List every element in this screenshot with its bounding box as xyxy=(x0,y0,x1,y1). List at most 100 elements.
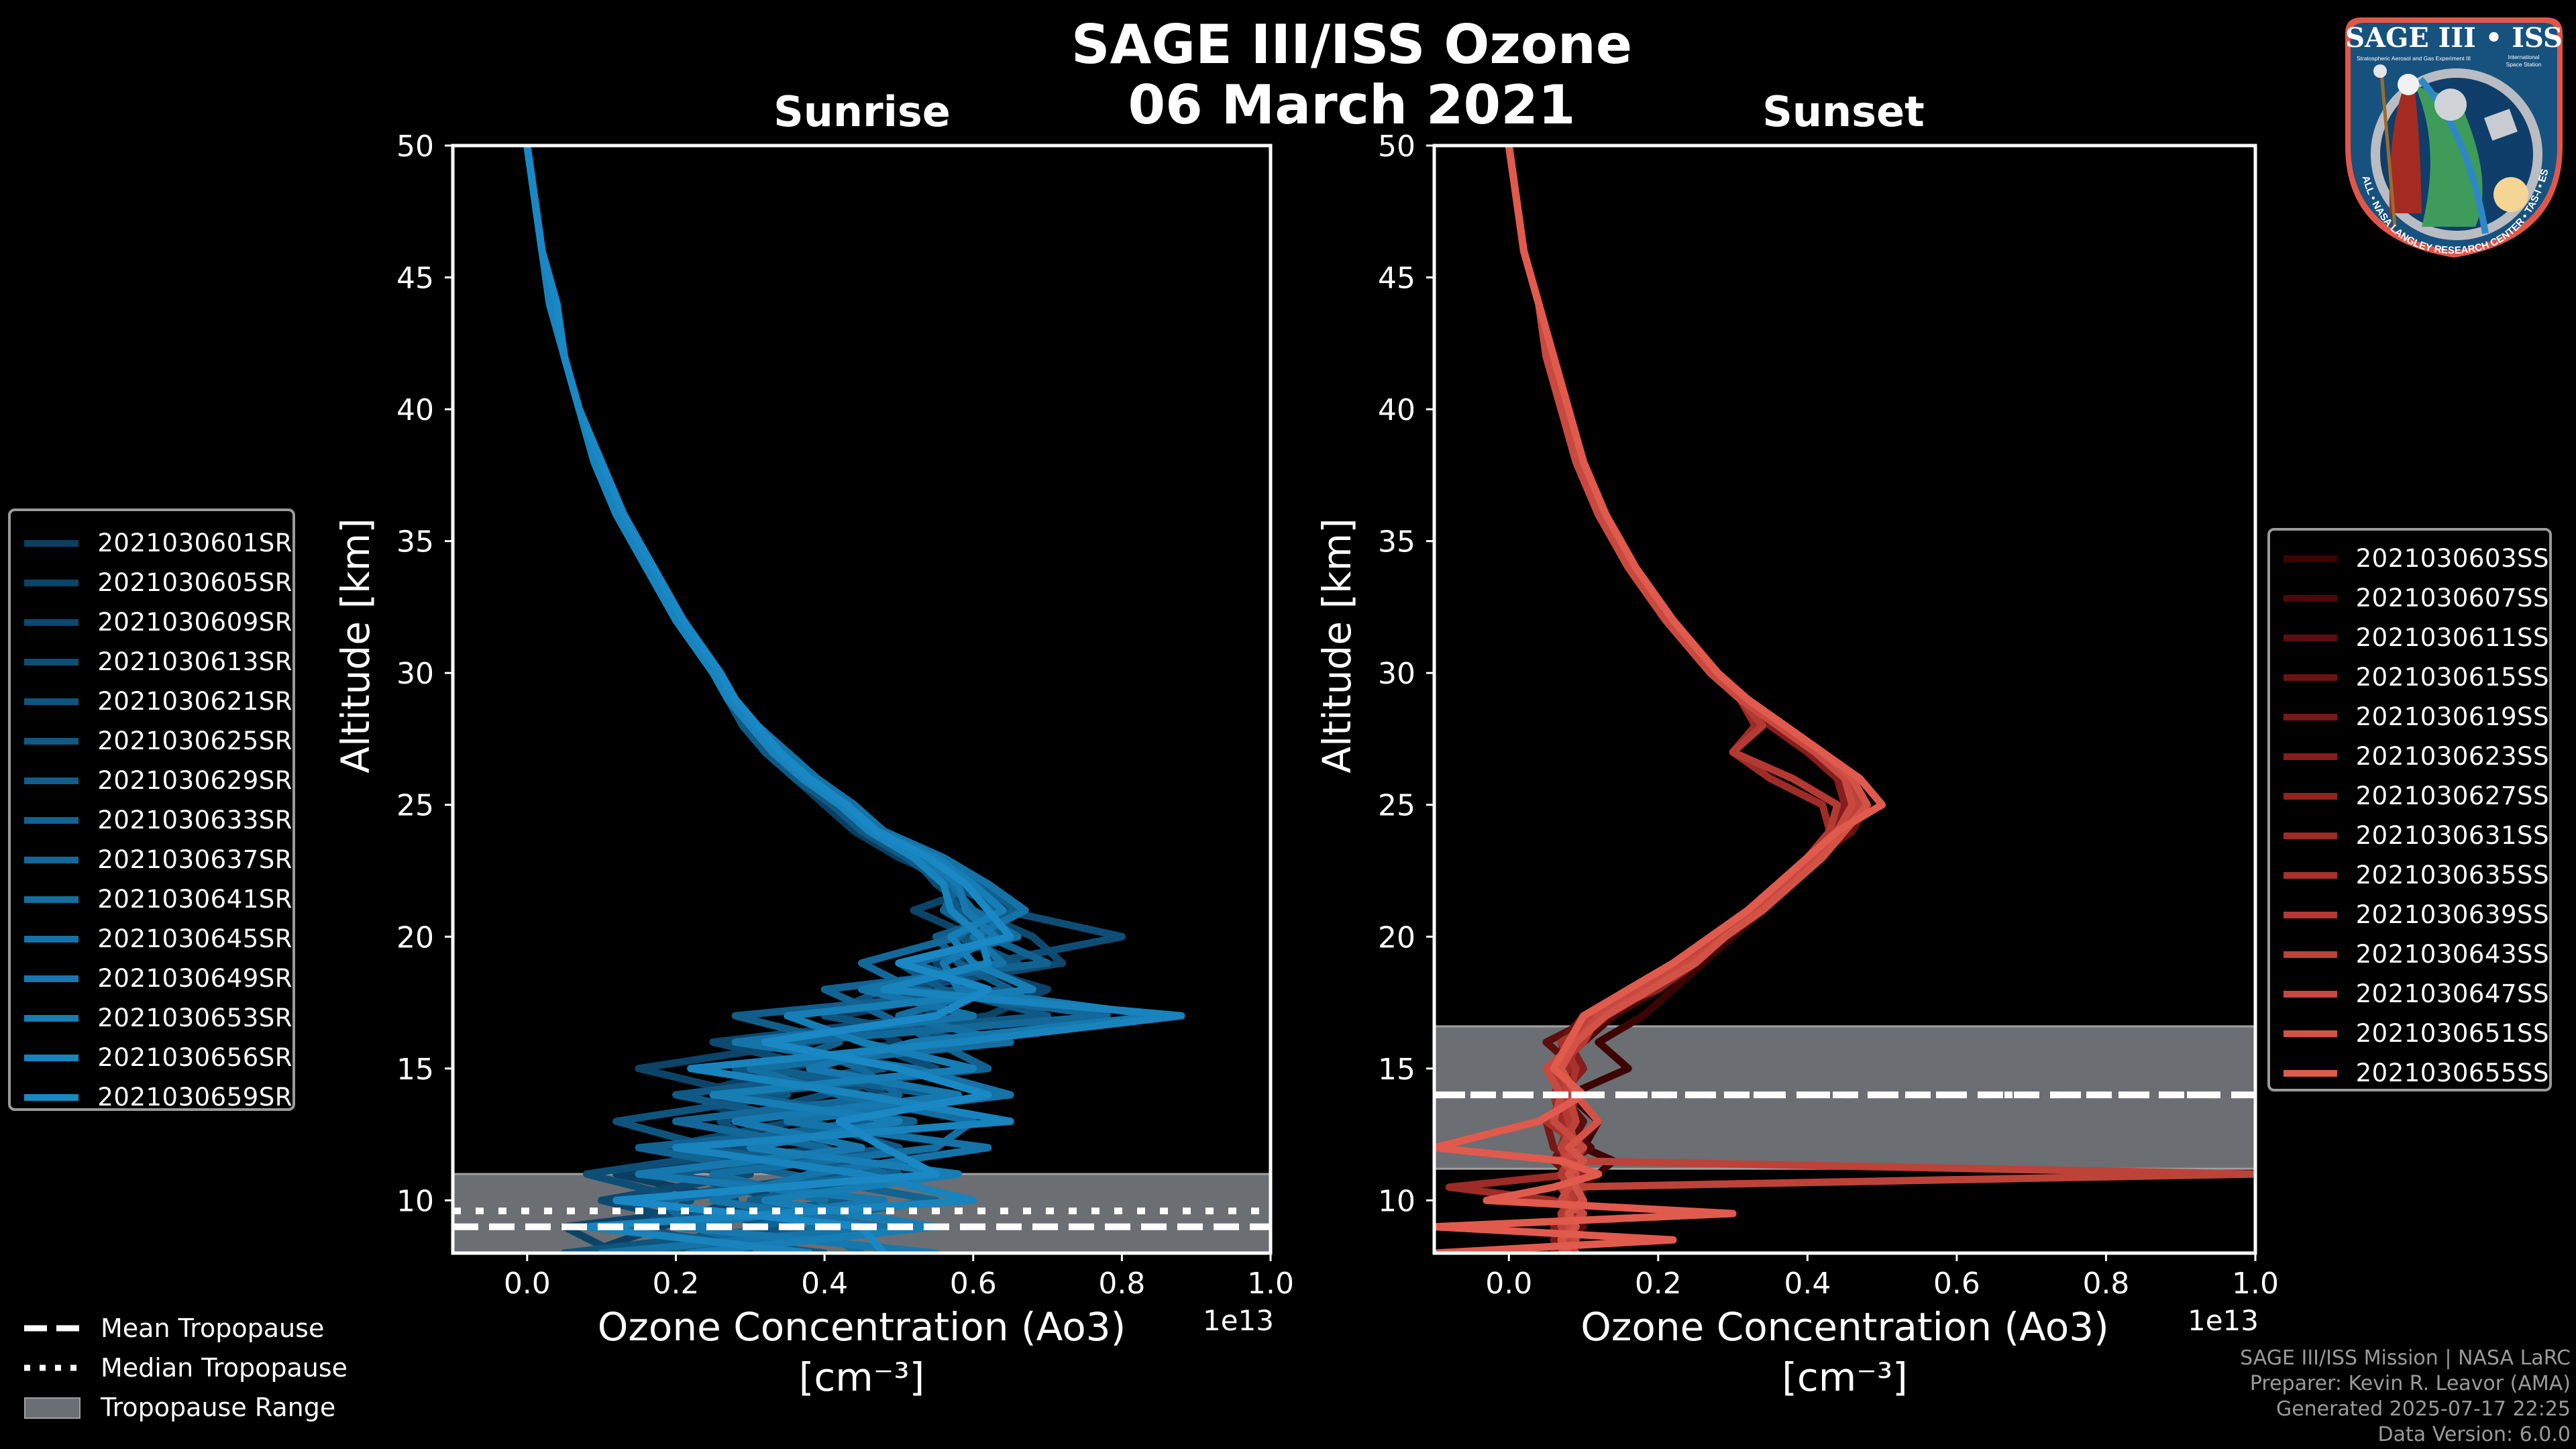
legend-line-swatch xyxy=(2284,1030,2337,1037)
x-tick-label: 0.4 xyxy=(1784,1267,1831,1301)
legend-label: 2021030659SR xyxy=(97,1083,292,1112)
y-tick-label: 30 xyxy=(396,657,434,691)
x-offset-label: 1e13 xyxy=(1203,1304,1274,1337)
legend-label: 2021030653SR xyxy=(97,1004,292,1032)
legend-line-swatch xyxy=(24,1014,79,1022)
legend-line-swatch xyxy=(24,816,79,824)
legend-line-swatch xyxy=(2284,832,2337,839)
y-tick-label: 45 xyxy=(396,262,434,296)
y-tick-label: 30 xyxy=(1378,657,1415,691)
y-tick-label: 20 xyxy=(396,920,434,955)
legend-line-swatch xyxy=(2284,555,2337,562)
credits-preparer: Preparer: Kevin R. Leavor (AMA) xyxy=(2249,1372,2571,1395)
legend-entry: 2021030643SS xyxy=(2270,934,2549,974)
x-axis-label: Ozone Concentration (Ao3) xyxy=(1580,1304,2109,1350)
legend-line-swatch xyxy=(24,896,79,903)
legend-label: 2021030621SR xyxy=(97,687,292,716)
legend-entry: 2021030637SR xyxy=(11,840,292,879)
legend-entry: 2021030611SS xyxy=(2270,618,2549,657)
legend-entry: 2021030601SR xyxy=(11,523,292,563)
sunrise-axes: 10 15 20 25 30 35 40 45 50 0.0 0.2 0.4 0.6 0.8 1.01e13… xyxy=(333,129,1294,1400)
legend-label: 2021030633SR xyxy=(97,806,292,835)
range-patch-swatch xyxy=(24,1397,80,1419)
legend-label: 2021030605SR xyxy=(97,568,292,597)
x-tick-label: 0.4 xyxy=(801,1267,848,1301)
sunset-axes-frame xyxy=(1432,144,2257,1255)
legend-label: 2021030637SR xyxy=(97,845,292,874)
figure-title-line1: SAGE III/ISS Ozone xyxy=(1071,13,1633,76)
legend-line-swatch xyxy=(2284,990,2337,998)
logo-subtitle-right-1: International xyxy=(2508,54,2540,60)
y-tick-label: 40 xyxy=(1378,393,1415,427)
y-tick-label: 15 xyxy=(1378,1053,1415,1087)
legend-entry: 2021030625SR xyxy=(11,721,292,761)
legend-label: 2021030645SR xyxy=(97,924,292,953)
x-axis-units: [cm⁻³] xyxy=(799,1354,925,1400)
x-tick-label: 0.8 xyxy=(1098,1267,1145,1301)
legend-line-swatch xyxy=(24,1054,79,1061)
sunrise-axes-frame xyxy=(451,144,1273,1255)
legend-label: 2021030641SR xyxy=(97,885,292,914)
legend-entry-tropopause-range: Tropopause Range xyxy=(20,1387,347,1427)
credits: SAGE III/ISS Mission | NASA LaRC Prepare… xyxy=(2240,1346,2571,1448)
legend-entry: 2021030629SR xyxy=(11,761,292,800)
y-tick-label: 40 xyxy=(396,393,434,427)
x-tick-label: 0.6 xyxy=(1933,1267,1980,1301)
y-tick-label: 25 xyxy=(396,789,434,823)
legend-entry: 2021030653SR xyxy=(11,998,292,1038)
legend-label: 2021030651SS xyxy=(2355,1019,2549,1048)
x-axis-label: Ozone Concentration (Ao3) xyxy=(598,1304,1126,1350)
sunrise-panel-title: Sunrise xyxy=(773,87,951,136)
x-tick-label: 0.6 xyxy=(950,1267,997,1301)
legend-label: 2021030643SS xyxy=(2355,940,2549,969)
logo-title: SAGE III • ISS xyxy=(2345,22,2563,54)
figure-title: SAGE III/ISS Ozone 06 March 2021 xyxy=(872,15,1831,136)
x-tick-label: 0.8 xyxy=(2082,1267,2129,1301)
legend-line-swatch xyxy=(2284,753,2337,760)
credits-mission: SAGE III/ISS Mission | NASA LaRC xyxy=(2240,1346,2571,1370)
sunset-panel-title: Sunset xyxy=(1762,87,1925,136)
legend-label: 2021030623SS xyxy=(2355,742,2549,771)
legend-line-swatch xyxy=(2284,1069,2337,1077)
legend-entry: 2021030655SS xyxy=(2270,1053,2549,1093)
legend-entry: 2021030621SR xyxy=(11,682,292,721)
x-axis-units: [cm⁻³] xyxy=(1782,1354,1908,1400)
sunrise-plot-area xyxy=(453,146,1271,1253)
x-tick-label: 0.0 xyxy=(1485,1267,1532,1301)
y-tick-label: 45 xyxy=(1378,262,1415,296)
y-tick-label: 35 xyxy=(1378,525,1415,559)
legend-entry: 2021030633SR xyxy=(11,800,292,840)
legend-entry: 2021030656SR xyxy=(11,1038,292,1077)
legend-entry: 2021030631SS xyxy=(2270,816,2549,855)
legend-label: 2021030631SS xyxy=(2355,821,2549,850)
mean-tropopause-label: Mean Tropopause xyxy=(101,1313,325,1343)
figure-title-line2: 06 March 2021 xyxy=(1128,74,1576,136)
legend-entry: 2021030659SR xyxy=(11,1077,292,1117)
y-tick-label: 15 xyxy=(396,1053,434,1087)
logo-subtitle-right-2: Space Station xyxy=(2506,61,2542,68)
legend-line-swatch xyxy=(2284,792,2337,800)
y-axis-label: Altitude [km] xyxy=(1314,518,1360,773)
legend-entry: 2021030635SS xyxy=(2270,855,2549,895)
legend-line-swatch xyxy=(24,975,79,982)
legend-entry: 2021030649SR xyxy=(11,959,292,998)
credits-generated: Generated 2025-07-17 22:25 xyxy=(2275,1397,2571,1421)
y-tick-label: 35 xyxy=(396,525,434,559)
legend-label: 2021030613SR xyxy=(97,647,292,676)
legend-entry: 2021030639SS xyxy=(2270,895,2549,934)
sage-iii-iss-mission-patch-logo: SAGE III • ISS Stratospheric Aerosol and… xyxy=(2341,12,2563,258)
legend-entry: 2021030603SS xyxy=(2270,539,2549,578)
legend-line-swatch xyxy=(24,1093,79,1101)
legend-entry: 2021030645SR xyxy=(11,919,292,959)
legend-label: 2021030635SS xyxy=(2355,861,2549,890)
legend-label: 2021030611SS xyxy=(2355,623,2549,652)
sunset-axes: 10 15 20 25 30 35 40 45 50 0.0 0.2 0.4 0.6 0.8 1.01e13… xyxy=(1314,129,2279,1400)
legend-line-swatch xyxy=(24,539,79,547)
legend-line-swatch xyxy=(24,737,79,745)
legend-label: 2021030627SS xyxy=(2355,782,2549,810)
legend-label: 2021030603SS xyxy=(2355,544,2549,573)
x-tick-label: 1.0 xyxy=(2232,1267,2279,1301)
legend-line-swatch xyxy=(24,579,79,586)
legend-label: 2021030639SS xyxy=(2355,900,2549,929)
dotted-line-swatch xyxy=(24,1358,80,1378)
